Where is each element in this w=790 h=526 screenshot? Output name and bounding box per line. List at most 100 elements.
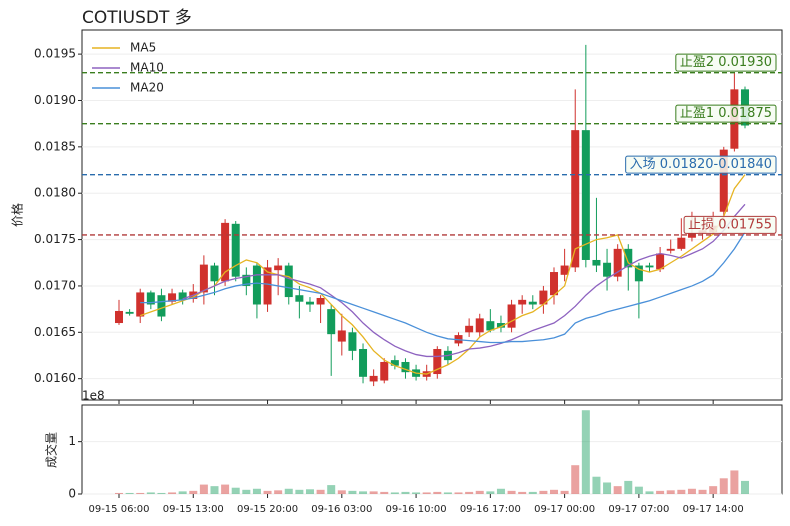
y-tick-label: 0.0190 [34, 93, 76, 107]
volume-bar [465, 491, 474, 494]
candle-body [539, 290, 548, 305]
candle-body [507, 304, 516, 328]
level-label: 止盈1 0.01875 [680, 106, 772, 121]
volume-bar [369, 491, 378, 494]
chart-title: COTIUSDT 多 [82, 8, 192, 28]
volume-bar [496, 488, 505, 494]
volume-bar [454, 492, 463, 494]
volume-bar [136, 492, 145, 494]
candle-body [263, 267, 272, 305]
candle-body [571, 130, 580, 268]
candle-body [634, 265, 643, 282]
offset-label: 1e8 [82, 389, 105, 403]
volume-bar [645, 491, 654, 494]
volume-bar [305, 489, 314, 494]
volume-bar [475, 490, 484, 494]
candle-body [592, 259, 601, 266]
x-tick-label: 09-16 03:00 [311, 504, 372, 515]
legend-label: MA5 [130, 41, 156, 55]
candle-body [528, 301, 537, 305]
x-tick-label: 09-16 10:00 [386, 504, 447, 515]
y-tick-label: 0.0195 [34, 47, 76, 61]
volume-bar [719, 478, 728, 494]
volume-bar [571, 465, 580, 494]
volume-bar [412, 492, 421, 494]
candle-body [677, 237, 686, 249]
volume-bar [337, 490, 346, 494]
volume-bar [443, 492, 452, 494]
candle-body [178, 292, 187, 300]
volume-bar [359, 491, 368, 494]
ma-line [182, 203, 746, 358]
candle-body [359, 348, 368, 377]
candle-body [475, 318, 484, 333]
volume-bar [656, 490, 665, 494]
volume-axis-label: 成交量 [44, 432, 59, 468]
volume-bar [730, 470, 739, 494]
volume-bar [518, 491, 527, 494]
candle-body [401, 361, 410, 373]
volume-bar [401, 491, 410, 494]
y-axis-label: 价格 [10, 203, 25, 227]
candle-body [486, 321, 495, 331]
candle-body [719, 149, 728, 212]
volume-bar [486, 491, 495, 494]
candle-body [603, 262, 612, 277]
volume-bar [199, 484, 208, 494]
x-tick-label: 09-17 14:00 [683, 504, 744, 515]
x-tick-label: 09-16 17:00 [460, 504, 521, 515]
y-tick-label: 0.0185 [34, 139, 76, 153]
volume-bar [189, 490, 198, 494]
candle-body [613, 248, 622, 277]
volume-bar [677, 489, 686, 494]
candle-body [581, 130, 590, 260]
legend-label: MA10 [130, 61, 164, 75]
volume-bar [550, 489, 559, 494]
candle-body [518, 299, 527, 305]
volume-bar [274, 490, 283, 494]
price-frame [81, 29, 783, 401]
level-label: 止盈2 0.01930 [680, 55, 772, 70]
volume-bar [263, 490, 272, 494]
volume-bar [507, 490, 516, 494]
volume-bar [231, 487, 240, 494]
volume-bar [592, 476, 601, 494]
candle-body [305, 301, 314, 305]
x-tick-label: 09-15 06:00 [88, 504, 149, 515]
candle-body [231, 223, 240, 277]
ma-line [140, 231, 746, 344]
volume-bar [242, 489, 251, 494]
candle-body [157, 295, 166, 317]
volume-bar [539, 490, 548, 494]
candle-body [199, 264, 208, 293]
volume-bar [687, 488, 696, 494]
level-box [675, 53, 777, 72]
candle-body [560, 265, 569, 275]
candle-body [210, 265, 219, 282]
volume-bar [178, 491, 187, 494]
volume-bar [613, 486, 622, 494]
volume-bar [698, 489, 707, 494]
candle-body [327, 309, 336, 335]
volume-bar [252, 488, 261, 494]
candle-body [369, 375, 378, 382]
volume-bar [210, 486, 219, 494]
level-box [683, 215, 777, 234]
volume-bar [125, 492, 134, 494]
candle-body [645, 265, 654, 268]
candle-body [168, 293, 177, 302]
candle-body [252, 265, 261, 305]
candle-body [242, 274, 251, 286]
x-tick-label: 09-15 20:00 [237, 504, 298, 515]
candle-body [136, 292, 145, 317]
level-label: 止损 0.01755 [688, 217, 772, 232]
candle-body [496, 323, 505, 328]
x-tick-label: 09-17 07:00 [608, 504, 669, 515]
candle-body [465, 325, 474, 333]
volume-bar [666, 490, 675, 494]
candle-body [221, 222, 230, 282]
candle-body [550, 272, 559, 296]
volume-bar [157, 492, 166, 494]
volume-bar [603, 482, 612, 494]
